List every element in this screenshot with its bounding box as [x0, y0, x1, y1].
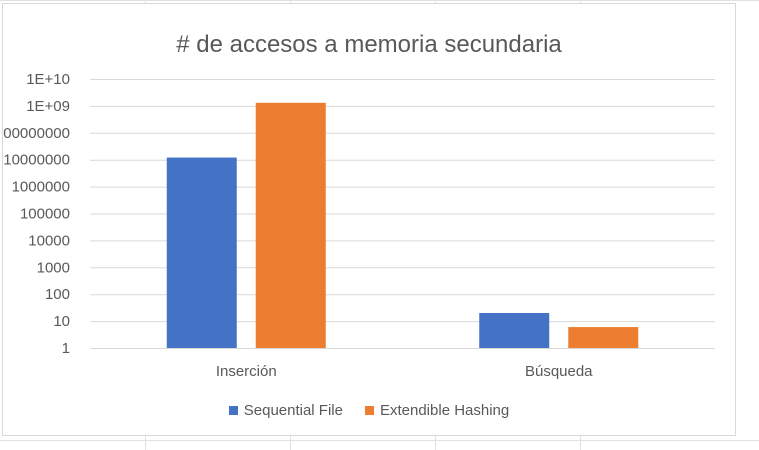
y-tick-label: 1000000 — [12, 179, 70, 196]
bar-sequential-file-2[interactable] — [479, 313, 550, 348]
y-axis-tick-labels: 1 10 100 1000 10000 100000 1000000 10000000 1000… — [3, 71, 70, 357]
y-tick-label: 10000 — [28, 232, 70, 249]
bar-extendible-hashing-1[interactable] — [255, 102, 326, 348]
y-tick-label: 1000 — [37, 259, 70, 276]
y-tick-label: 1E+09 — [26, 98, 70, 115]
x-tick-label: Búsqueda — [525, 363, 593, 380]
x-axis-tick-labels: Inserción Búsqueda — [216, 363, 593, 380]
plot-area: 1 10 100 1000 10000 100000 1000000 10000000 1000… — [3, 71, 715, 380]
y-tick-label: 1 — [62, 340, 70, 357]
chart-title: # de accesos a memoria secundaria — [176, 31, 562, 58]
y-tick-label: 100 — [45, 286, 70, 303]
x-tick-label: Inserción — [216, 363, 277, 380]
bar-extendible-hashing-2[interactable] — [568, 327, 639, 348]
legend-item-extendible-hashing: Extendible Hashing — [364, 402, 510, 419]
legend: Sequential File Extendible Hashing — [3, 402, 735, 419]
bars — [166, 102, 639, 348]
legend-label-sequential-file: Sequential File — [243, 402, 343, 419]
bar-sequential-file-1[interactable] — [166, 157, 237, 348]
y-tick-label: 10000000 — [3, 152, 70, 169]
legend-item-sequential-file: Sequential File — [228, 402, 343, 419]
y-tick-label: 100000 — [20, 206, 70, 223]
legend-swatch-sequential-file — [228, 406, 238, 415]
y-tick-label: 10 — [53, 313, 70, 330]
chart-area[interactable]: # de accesos a memoria secundaria 1 10 100… — [2, 3, 736, 436]
legend-label-extendible-hashing: Extendible Hashing — [379, 402, 510, 419]
y-tick-label: 1E+10 — [26, 71, 70, 88]
legend-swatch-extendible-hashing — [364, 406, 374, 415]
